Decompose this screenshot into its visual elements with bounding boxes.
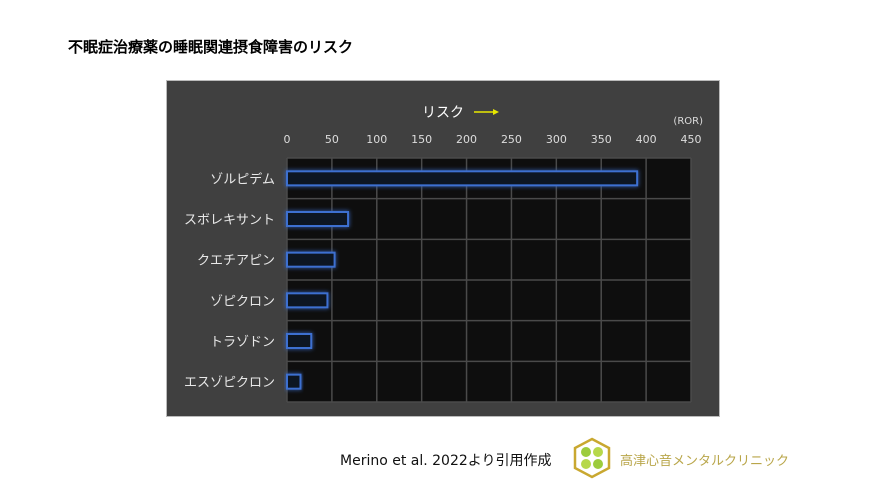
unit-label: (ROR) bbox=[673, 116, 703, 127]
category-label: トラゾドン bbox=[210, 335, 275, 350]
category-label: ゾピクロン bbox=[210, 294, 275, 309]
x-tick-label: 0 bbox=[284, 133, 291, 146]
x-tick-label: 200 bbox=[456, 133, 477, 146]
x-tick-label: 100 bbox=[366, 133, 387, 146]
bar bbox=[286, 373, 302, 390]
page-title: 不眠症治療薬の睡眠関連摂食障害のリスク bbox=[68, 38, 354, 56]
bar bbox=[286, 211, 350, 227]
arrow-head-icon bbox=[493, 109, 499, 115]
x-tick-label: 300 bbox=[546, 133, 567, 146]
bar bbox=[286, 170, 639, 187]
x-tick-label: 150 bbox=[411, 133, 432, 146]
x-tick-label: 350 bbox=[591, 133, 612, 146]
category-label: エスゾピクロン bbox=[184, 376, 275, 391]
category-label: スボレキサント bbox=[184, 213, 275, 228]
category-label: クエチアピン bbox=[197, 254, 275, 269]
bar bbox=[286, 333, 313, 349]
x-tick-label: 50 bbox=[325, 133, 339, 146]
clinic-name: 高津心音メンタルクリニック bbox=[620, 454, 790, 469]
clinic-logo-icon bbox=[573, 437, 611, 479]
bar bbox=[286, 292, 329, 309]
category-label: ゾルピデム bbox=[210, 171, 275, 187]
x-tick-label: 400 bbox=[636, 133, 657, 146]
bar-chart: 0 50 100 150 200 250 300 350 400 450 ゾルピデムスボレキサントク… bbox=[184, 105, 703, 403]
citation: Merino et al. 2022より引用作成 bbox=[340, 453, 552, 469]
x-tick-label: 450 bbox=[681, 133, 702, 146]
bar bbox=[286, 251, 336, 268]
chart-panel: 0 50 100 150 200 250 300 350 400 450 ゾルピデムスボレキサントク… bbox=[166, 80, 720, 417]
chart-title: リスク bbox=[422, 105, 464, 121]
x-tick-label: 250 bbox=[501, 133, 522, 146]
